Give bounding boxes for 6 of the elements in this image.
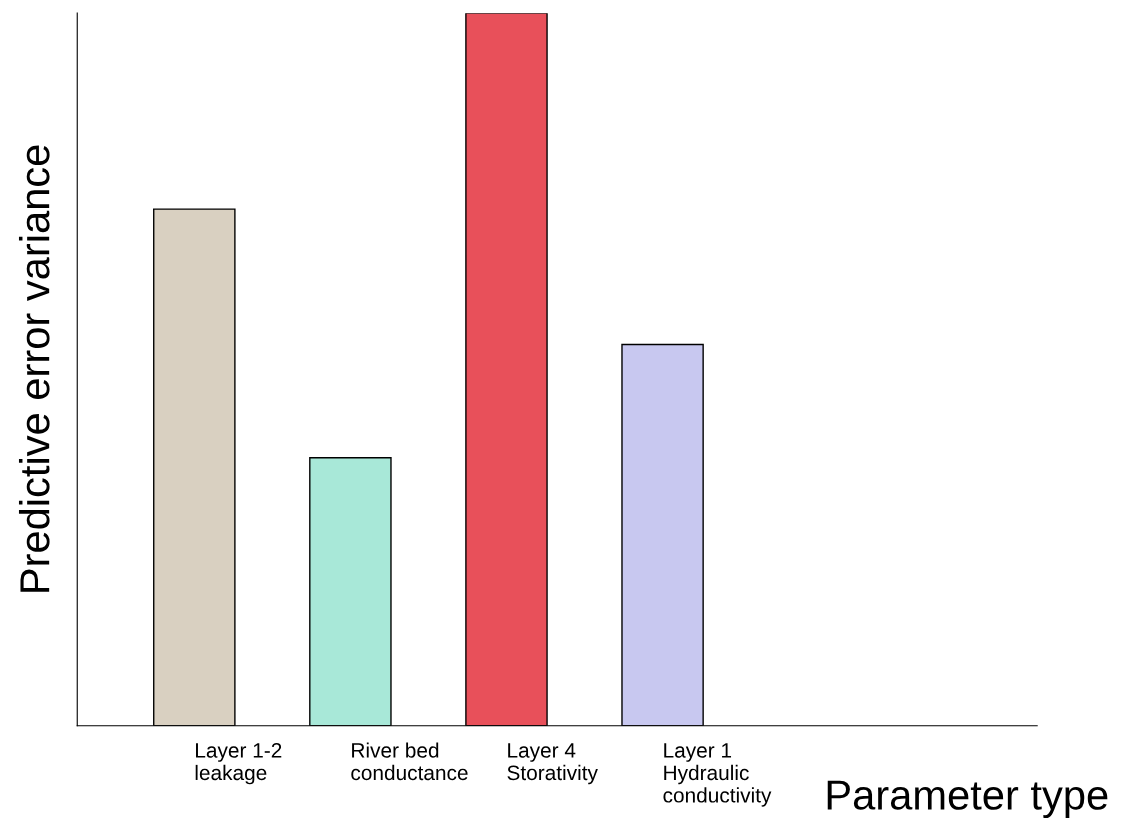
x-tick-label: Layer 1-2 leakage (195, 742, 282, 785)
x-axis-title: Parameter type (827, 780, 1108, 819)
x-tick-label: Layer 1 Hydraulic conductivity (663, 743, 772, 807)
x-tick-label: Layer 4 Storativity (507, 743, 598, 785)
x-tick-label: River bed conductance (351, 742, 468, 781)
y-axis-title: Predictive error variance (18, 145, 50, 592)
